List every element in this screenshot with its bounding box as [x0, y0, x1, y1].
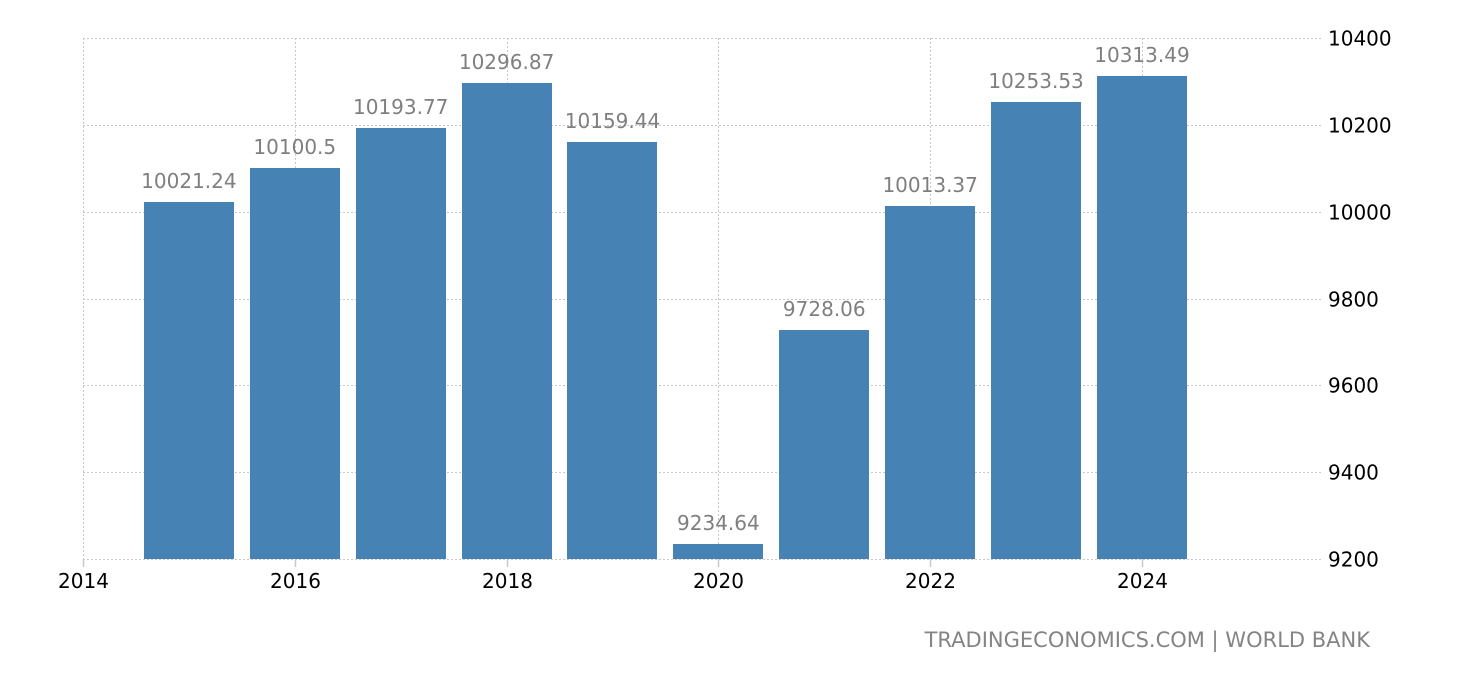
x-tick-label: 2022: [905, 569, 956, 593]
y-tick-label: 10400: [1328, 27, 1392, 51]
bar-2015[interactable]: [144, 202, 234, 559]
bar-2019[interactable]: [567, 142, 657, 559]
bar-2017[interactable]: [356, 128, 446, 559]
source-attribution: TRADINGECONOMICS.COM | WORLD BANK: [924, 628, 1370, 652]
bars: [144, 76, 1187, 559]
y-tick-label: 9600: [1328, 374, 1379, 398]
bar-2016[interactable]: [250, 168, 340, 559]
y-tick-label: 9800: [1328, 288, 1379, 312]
x-tick-label: 2016: [270, 569, 321, 593]
bar-value-label: 10253.53: [988, 69, 1083, 93]
y-axis: 9200 9400 9600 9800 10000 10200 10400: [1328, 27, 1392, 572]
bar-2022[interactable]: [885, 206, 975, 559]
bar-value-labels: 10021.24 10100.5 10193.77 10296.87 10159.44 9…: [141, 43, 1190, 535]
y-tick-label: 9200: [1328, 548, 1379, 572]
y-tick-label: 10000: [1328, 201, 1392, 225]
x-tick-label: 2024: [1117, 569, 1168, 593]
x-tick-label: 2020: [693, 569, 744, 593]
y-tick-label: 10200: [1328, 114, 1392, 138]
bar-value-label: 10313.49: [1094, 43, 1189, 67]
bar-value-label: 9234.64: [677, 511, 760, 535]
x-tick-label: 2014: [58, 569, 109, 593]
bar-2021[interactable]: [779, 330, 869, 559]
bar-value-label: 9728.06: [783, 297, 866, 321]
bar-value-label: 10193.77: [353, 95, 448, 119]
bar-value-label: 10159.44: [565, 109, 660, 133]
x-axis: 2014 2016 2018 2020 2022 2024: [58, 559, 1168, 593]
bar-2023[interactable]: [991, 102, 1081, 559]
bar-2020[interactable]: [673, 544, 763, 559]
bar-2024[interactable]: [1097, 76, 1187, 559]
y-tick-label: 9400: [1328, 461, 1379, 485]
bar-value-label: 10021.24: [141, 169, 236, 193]
bar-2018[interactable]: [462, 83, 552, 559]
bar-value-label: 10100.5: [253, 135, 336, 159]
bar-value-label: 10296.87: [459, 50, 554, 74]
bar-value-label: 10013.37: [882, 173, 977, 197]
x-tick-label: 2018: [482, 569, 533, 593]
